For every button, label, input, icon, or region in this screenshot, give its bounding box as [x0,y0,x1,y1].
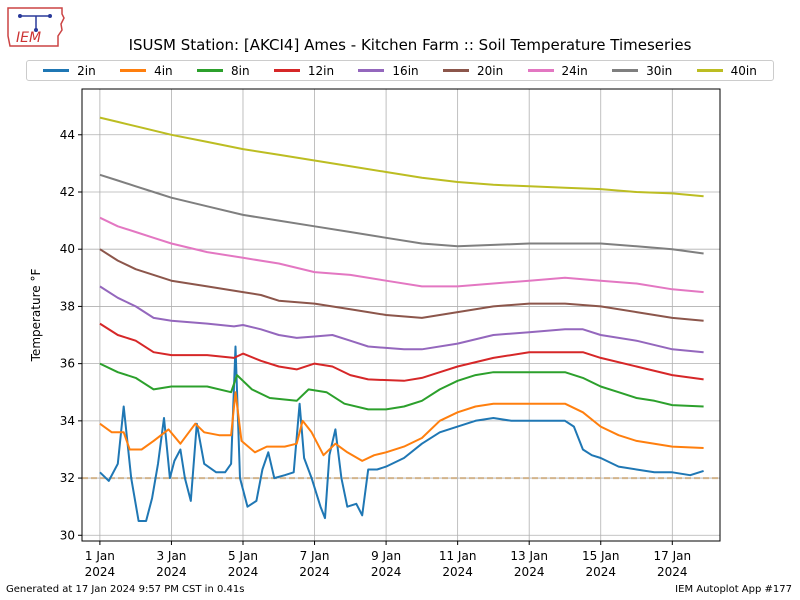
y-tick-label: 32 [60,471,75,485]
app-label: IEM Autoplot App #177 [675,584,792,595]
x-tick-label-year: 2024 [299,565,330,579]
x-tick-label-year: 2024 [442,565,473,579]
x-tick-label: 3 Jan [156,549,186,563]
iem-logo: IEM [6,6,66,52]
legend-swatch [442,69,469,72]
y-tick-label: 36 [60,357,75,371]
x-tick-label: 1 Jan [85,549,115,563]
series-line-24in [99,216,704,294]
legend-item-40in: 40in [696,63,757,78]
x-tick-label-year: 2024 [371,565,402,579]
legend-swatch [696,69,723,72]
legend-swatch [358,69,385,72]
x-tick-label: 17 Jan [654,549,692,563]
series-line-40in [99,116,704,198]
legend-item-12in: 12in [273,63,335,78]
x-tick-label-year: 2024 [85,565,116,579]
legend-swatch [527,69,554,72]
legend-item-8in: 8in [196,63,250,78]
legend-label: 2in [77,63,96,78]
y-tick-label: 40 [60,242,75,256]
series-line-16in [99,285,704,354]
x-tick-label-year: 2024 [657,565,688,579]
legend-swatch [273,69,300,72]
legend-label: 40in [730,63,757,78]
legend-label: 24in [561,63,588,78]
x-tick-label: 9 Jan [371,549,401,563]
y-tick-label: 42 [60,185,75,199]
series-line-20in [99,248,704,322]
series-line-2in [99,345,704,522]
x-tick-label: 13 Jan [510,549,548,563]
legend-swatch [120,69,147,72]
x-tick-label: 5 Jan [228,549,258,563]
legend-label: 8in [230,63,250,78]
legend-label: 16in [392,63,419,78]
plot-frame [81,88,721,542]
legend-item-30in: 30in [612,64,672,78]
legend-swatch [612,69,639,72]
y-tick-label: 34 [60,414,75,428]
series-line-4in [99,391,704,462]
legend: 2in 4in 8in 12in 16in 20in 24in 30in 40in [26,60,774,81]
x-tick-label-year: 2024 [228,565,259,579]
y-axis-label: Temperature °F [29,269,43,363]
chart-title: ISUSM Station: [AKCI4] Ames - Kitchen Fa… [128,36,692,54]
legend-item-24in: 24in [527,63,588,78]
legend-item-4in: 4in [120,64,173,78]
y-tick-label: 44 [60,128,75,142]
logo-text: IEM [16,30,41,46]
legend-swatch [43,69,70,72]
y-tick-label: 38 [60,299,75,313]
legend-label: 20in [476,63,504,78]
legend-item-16in: 16in [358,63,419,78]
x-tick-label-year: 2024 [585,565,616,579]
x-tick-label: 15 Jan [582,549,620,563]
series-line-8in [99,362,704,411]
legend-label: 4in [154,63,173,78]
x-tick-label: 11 Jan [439,549,477,563]
legend-label: 30in [646,63,673,78]
series-line-12in [99,322,704,382]
x-tick-label-year: 2024 [156,565,187,579]
series-line-30in [99,173,704,255]
y-tick-label: 30 [60,528,75,542]
x-tick-label: 7 Jan [300,549,330,563]
legend-item-2in: 2in [43,64,96,78]
generated-timestamp: Generated at 17 Jan 2024 9:57 PM CST in … [6,584,245,595]
x-tick-label-year: 2024 [514,565,545,579]
legend-label: 12in [307,63,335,78]
legend-item-20in: 20in [442,63,504,78]
legend-swatch [196,69,223,72]
